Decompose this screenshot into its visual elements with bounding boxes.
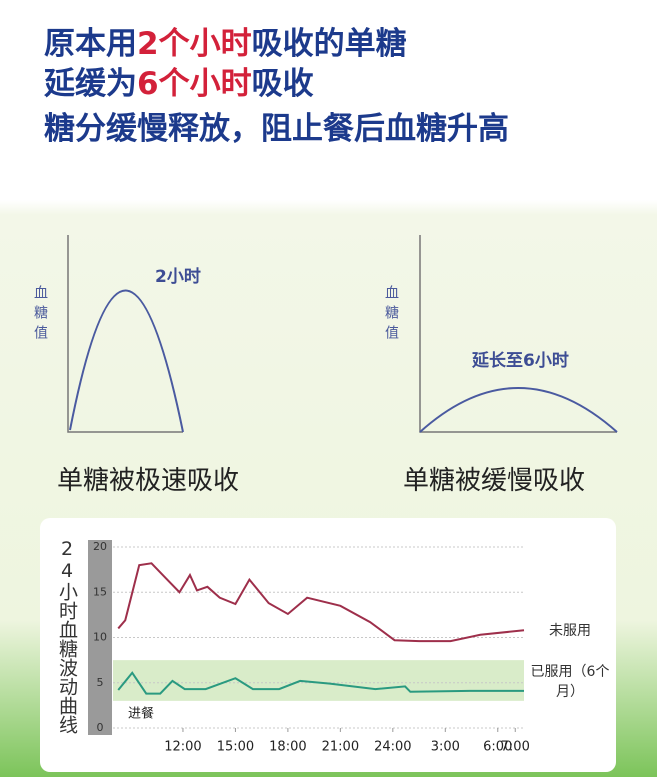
headline-part: 吸收 [251,66,314,102]
series-line [117,671,524,695]
annotation: 进餐 [128,706,154,722]
x-tick-label: 7:00 [501,740,530,755]
peak-label: 2小时 [155,267,201,287]
headline: 糖分缓慢释放，阻止餐后血糖升高 [44,103,509,148]
x-tick-label: 21:00 [322,740,359,755]
caption: 单糖被缓慢吸收 [403,466,586,496]
headline-part: 6个小时 [137,66,252,102]
y-tick-label: 10 [93,631,107,644]
x-tick-label: 18:00 [269,740,306,755]
y-tick-label: 15 [93,585,107,598]
caption: 单糖被极速吸收 [57,466,240,496]
axis [419,235,617,433]
series-line [117,562,525,643]
slow-curve [419,387,618,433]
x-tick-label: 24:00 [374,740,411,755]
y-tick-label: 5 [97,676,104,689]
x-tick-label: 6:00 [483,740,512,755]
y-label: 血糖值 [383,285,399,345]
headline-part: 吸收的单糖 [251,26,407,62]
y-axis-label: 24小时血糖波动曲线 [56,538,78,734]
y-tick-label: 0 [97,721,104,734]
headline-part: 糖分缓慢释放，阻止餐后血糖升高 [44,111,509,147]
legend-label: 已服用（6个月） [530,664,610,700]
x-tick-label: 12:00 [164,740,201,755]
y-label: 血糖值 [32,285,48,345]
headline-part: 延缓为 [44,66,137,102]
axis [67,235,183,433]
peak-label: 延长至6小时 [472,351,569,371]
chart-panel [40,518,616,772]
diagram-axes [67,235,617,433]
headline-part: 2个小时 [137,26,252,62]
headline-part: 原本用 [44,26,137,62]
x-tick-label: 15:00 [217,740,254,755]
headline: 延缓为6个小时吸收 [44,58,314,103]
fast-curve [69,289,184,433]
target-band [113,660,524,701]
y-tick-label: 20 [93,540,107,553]
legend-label: 未服用 [549,623,591,639]
y-axis-bar [88,540,112,735]
x-tick-label: 3:00 [431,740,460,755]
headline: 原本用2个小时吸收的单糖 [44,18,407,63]
